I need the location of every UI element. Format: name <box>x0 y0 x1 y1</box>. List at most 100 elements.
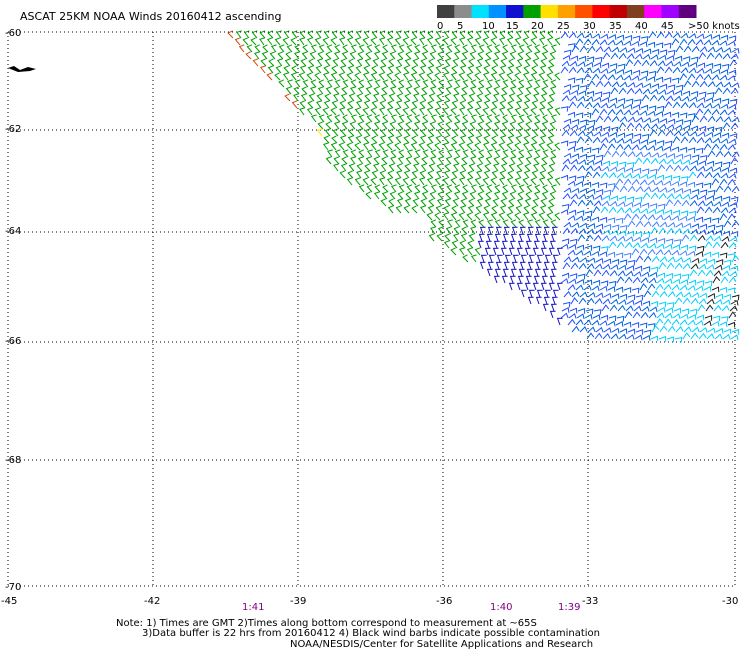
wind-barb <box>697 165 706 172</box>
wind-barb <box>420 128 427 137</box>
wind-barb <box>594 56 603 63</box>
wind-barb <box>461 226 468 235</box>
map-title: ASCAT 25KM NOAA Winds 20160412 ascending <box>20 10 281 23</box>
wind-barb <box>510 86 516 95</box>
wind-barb <box>404 198 411 207</box>
wind-barb <box>484 128 491 137</box>
wind-barb <box>484 198 491 207</box>
wind-barb <box>496 254 503 263</box>
wind-barb <box>355 135 362 144</box>
wind-barb <box>728 104 737 110</box>
wind-barb <box>587 80 596 88</box>
wind-barb <box>454 219 461 228</box>
wind-barb <box>550 184 557 193</box>
wind-barb <box>552 289 559 298</box>
wind-barb <box>623 321 632 328</box>
wind-barb <box>419 205 426 214</box>
wind-barb <box>683 291 692 298</box>
wind-barb <box>569 273 578 279</box>
wind-barb <box>719 286 728 293</box>
wind-barb <box>561 60 570 67</box>
wind-barb <box>363 135 370 144</box>
wind-barb <box>560 312 569 319</box>
wind-barb <box>667 153 676 159</box>
wind-barb <box>387 100 394 109</box>
wind-barb <box>316 100 322 109</box>
wind-barb <box>470 79 477 88</box>
wind-barb <box>587 188 596 195</box>
wind-barb <box>657 203 666 210</box>
wind-barb <box>370 72 377 81</box>
wind-barb <box>470 226 476 235</box>
wind-barb <box>494 268 501 277</box>
wind-barb <box>592 67 601 74</box>
wind-barb <box>554 177 561 186</box>
wind-barb <box>688 314 697 320</box>
wind-barb <box>339 30 346 39</box>
wind-barb <box>569 164 578 172</box>
wind-barb <box>608 280 617 287</box>
wind-barb <box>453 51 460 60</box>
wind-barb <box>413 156 420 165</box>
wind-barb <box>705 304 714 312</box>
wind-barb <box>438 219 445 228</box>
wind-barb <box>591 181 600 188</box>
wind-barb <box>666 193 675 200</box>
wind-barb <box>338 142 345 151</box>
wind-barb <box>534 44 541 53</box>
wind-barb <box>641 237 650 243</box>
wind-barb <box>437 156 444 165</box>
wind-barb <box>287 79 293 88</box>
wind-barb <box>675 153 684 160</box>
wind-barb <box>663 42 672 49</box>
wind-barb <box>532 128 539 137</box>
wind-barb <box>600 246 609 252</box>
wind-barb <box>410 37 417 46</box>
wind-barb <box>639 75 648 82</box>
wind-barb <box>601 165 610 172</box>
wind-barb <box>546 142 553 151</box>
wind-barb <box>454 79 461 88</box>
wind-barb <box>542 233 549 242</box>
wind-barb <box>546 72 553 81</box>
wind-barb <box>691 223 700 230</box>
wind-barb <box>704 171 713 179</box>
wind-barb <box>484 163 491 172</box>
wind-barb <box>522 72 529 81</box>
wind-barb <box>419 177 425 186</box>
wind-barb <box>691 80 700 88</box>
wind-barb <box>690 263 699 270</box>
wind-barb <box>627 220 636 228</box>
wind-barb <box>552 254 559 263</box>
wind-barb <box>390 156 396 165</box>
wind-barb <box>624 103 633 110</box>
wind-barb <box>640 173 649 180</box>
wind-barb <box>426 177 433 186</box>
wind-barb <box>643 82 652 89</box>
wind-barb <box>386 37 393 46</box>
wind-barb <box>731 47 740 54</box>
wind-barb <box>706 160 715 167</box>
wind-barb <box>486 233 493 242</box>
wind-barb <box>690 332 699 340</box>
wind-barb <box>549 51 556 60</box>
wind-barb <box>467 100 474 109</box>
wind-barb <box>650 300 659 307</box>
wind-barb <box>554 142 561 151</box>
wind-barb <box>608 102 617 109</box>
wind-barb <box>316 58 323 67</box>
wind-barb <box>657 60 666 67</box>
wind-barb <box>506 177 513 186</box>
wind-barb <box>664 140 673 147</box>
wind-barb <box>689 308 698 315</box>
wind-barb <box>712 276 721 284</box>
wind-barb <box>705 200 714 207</box>
wind-barb <box>291 100 298 109</box>
wind-barb <box>615 252 624 259</box>
wind-barb <box>467 205 474 214</box>
wind-barb <box>462 219 469 228</box>
wind-barb <box>632 276 641 284</box>
wind-barb <box>714 230 723 236</box>
wind-barb <box>666 124 675 130</box>
wind-barb <box>569 95 578 102</box>
